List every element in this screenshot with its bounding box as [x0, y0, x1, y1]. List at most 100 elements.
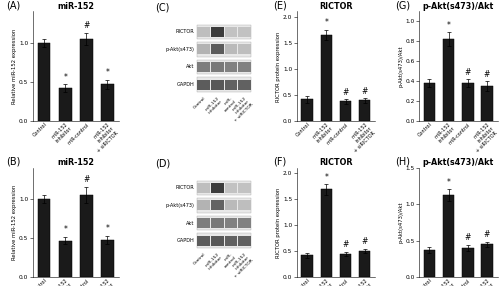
- Bar: [198, 62, 210, 72]
- Text: GAPDH: GAPDH: [176, 82, 194, 87]
- Bar: [101, 84, 114, 121]
- Text: GAPDH: GAPDH: [176, 238, 194, 243]
- Text: *: *: [64, 73, 67, 82]
- Text: *: *: [446, 178, 450, 187]
- Bar: [224, 218, 237, 228]
- Title: miR-152: miR-152: [58, 2, 94, 11]
- Text: #: #: [464, 233, 471, 243]
- Text: (C): (C): [156, 3, 170, 13]
- Bar: [198, 200, 210, 210]
- Bar: [211, 236, 224, 246]
- Text: *: *: [324, 18, 328, 27]
- Y-axis label: Relative miR-152 expression: Relative miR-152 expression: [12, 29, 17, 104]
- Text: *: *: [106, 68, 110, 77]
- Text: (A): (A): [6, 1, 21, 11]
- Title: RICTOR: RICTOR: [319, 2, 352, 11]
- Bar: [224, 80, 237, 90]
- Bar: [238, 62, 251, 72]
- Bar: [424, 250, 435, 277]
- Text: #: #: [484, 69, 490, 79]
- Text: (G): (G): [395, 1, 410, 11]
- Text: miR-152
inhibitor: miR-152 inhibitor: [204, 252, 224, 271]
- Bar: [359, 251, 370, 277]
- Text: *: *: [446, 21, 450, 30]
- Text: miR-152
inhibitor
+ siRICTOR: miR-152 inhibitor + siRICTOR: [227, 96, 254, 123]
- Y-axis label: RICTOR protein expression: RICTOR protein expression: [276, 31, 281, 102]
- Bar: [197, 78, 252, 92]
- Bar: [197, 216, 252, 230]
- Bar: [38, 199, 50, 277]
- Bar: [224, 200, 237, 210]
- Bar: [197, 42, 252, 57]
- Y-axis label: Relative miR-152 expression: Relative miR-152 expression: [12, 185, 17, 260]
- Title: p-Akt(s473)/Akt: p-Akt(s473)/Akt: [422, 2, 494, 11]
- Bar: [211, 218, 224, 228]
- Bar: [211, 44, 224, 54]
- Text: Control: Control: [192, 252, 206, 266]
- Bar: [238, 44, 251, 54]
- Text: #: #: [484, 230, 490, 239]
- Bar: [224, 183, 237, 193]
- Bar: [238, 183, 251, 193]
- Text: p-Akt(s473): p-Akt(s473): [166, 47, 194, 52]
- Bar: [198, 80, 210, 90]
- Bar: [197, 60, 252, 74]
- Bar: [302, 99, 313, 121]
- Bar: [80, 195, 92, 277]
- Text: (B): (B): [6, 156, 21, 166]
- Text: #: #: [342, 88, 348, 97]
- Text: RICTOR: RICTOR: [176, 185, 195, 190]
- Bar: [424, 84, 435, 121]
- Text: #: #: [362, 237, 368, 247]
- Bar: [462, 248, 473, 277]
- Text: #: #: [464, 67, 471, 77]
- Bar: [462, 84, 473, 121]
- Text: *: *: [64, 225, 67, 234]
- Bar: [101, 240, 114, 277]
- Bar: [224, 27, 237, 37]
- Bar: [211, 80, 224, 90]
- Bar: [80, 39, 92, 121]
- Title: p-Akt(s473)/Akt: p-Akt(s473)/Akt: [422, 158, 494, 167]
- Bar: [198, 236, 210, 246]
- Text: #: #: [83, 21, 89, 30]
- Bar: [359, 100, 370, 121]
- Bar: [59, 241, 72, 277]
- Bar: [224, 44, 237, 54]
- Bar: [198, 218, 210, 228]
- Bar: [211, 27, 224, 37]
- Bar: [211, 200, 224, 210]
- Text: miR-
control: miR- control: [220, 252, 237, 269]
- Bar: [320, 190, 332, 277]
- Bar: [211, 62, 224, 72]
- Bar: [197, 233, 252, 248]
- Text: *: *: [324, 172, 328, 182]
- Bar: [198, 44, 210, 54]
- Text: miR-152
inhibitor: miR-152 inhibitor: [204, 96, 224, 115]
- Bar: [197, 181, 252, 195]
- Bar: [238, 80, 251, 90]
- Bar: [481, 86, 492, 121]
- Text: Akt: Akt: [186, 64, 194, 69]
- Text: miR-152
inhibitor
+ siRICTOR: miR-152 inhibitor + siRICTOR: [227, 252, 254, 279]
- Text: (F): (F): [273, 156, 286, 166]
- Y-axis label: p-Akt(s473)/Akt: p-Akt(s473)/Akt: [398, 45, 403, 87]
- Text: p-Akt(s473): p-Akt(s473): [166, 203, 194, 208]
- Text: #: #: [342, 240, 348, 249]
- Bar: [340, 102, 351, 121]
- Text: RICTOR: RICTOR: [176, 29, 195, 34]
- Text: *: *: [106, 224, 110, 233]
- Bar: [59, 88, 72, 121]
- Text: Control: Control: [192, 96, 206, 110]
- Bar: [197, 198, 252, 212]
- Bar: [38, 43, 50, 121]
- Y-axis label: RICTOR protein expression: RICTOR protein expression: [276, 187, 281, 258]
- Bar: [443, 195, 454, 277]
- Bar: [320, 35, 332, 121]
- Text: #: #: [83, 175, 89, 184]
- Bar: [481, 245, 492, 277]
- Y-axis label: p-Akt(s473)/Akt: p-Akt(s473)/Akt: [398, 202, 403, 243]
- Bar: [224, 236, 237, 246]
- Bar: [443, 39, 454, 121]
- Text: miR-
control: miR- control: [220, 96, 237, 113]
